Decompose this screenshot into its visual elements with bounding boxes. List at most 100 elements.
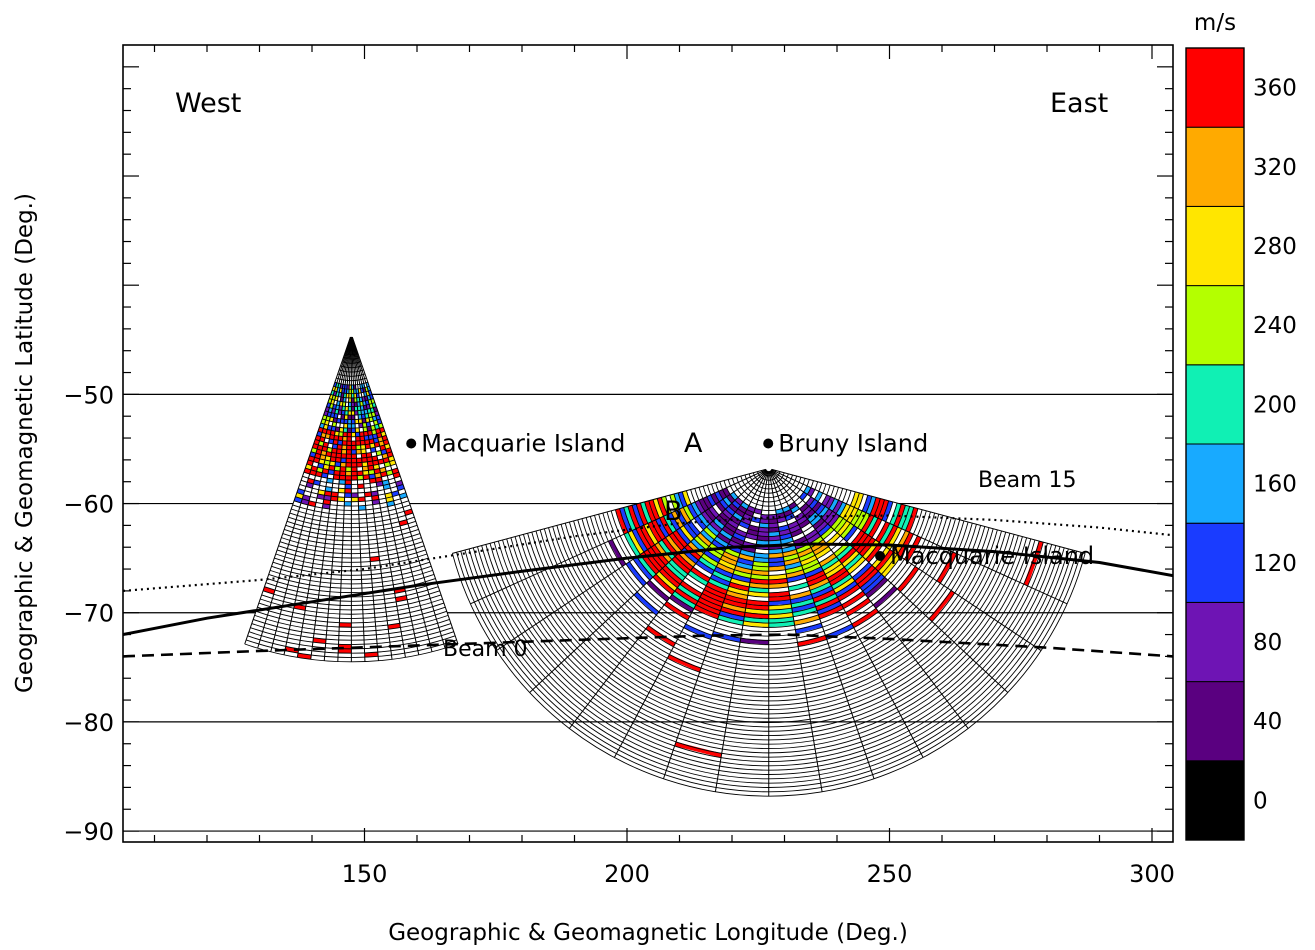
velocity-cell: [347, 428, 352, 433]
velocity-cell: [668, 559, 688, 578]
velocity-cell: [701, 553, 719, 567]
velocity-cell: [343, 419, 348, 424]
velocity-cell: [628, 530, 644, 555]
velocity-cell: [344, 501, 352, 507]
label-beam-0: Beam 0: [443, 637, 528, 662]
velocity-cell: [355, 427, 360, 433]
colorbar-tick-label: 160: [1253, 472, 1297, 498]
velocity-cell: [329, 461, 336, 467]
velocity-cell: [864, 516, 878, 536]
velocity-cell: [687, 503, 698, 519]
radar-sites: Macquarie Island Bruny Island Macquarie Is…: [406, 430, 1094, 570]
velocity-cell: [695, 500, 706, 514]
velocity-cell: [854, 492, 864, 510]
velocity-cell: [652, 574, 675, 595]
velocity-cell: [794, 512, 805, 521]
velocity-cell: [358, 505, 366, 511]
velocity-cell: [322, 503, 331, 510]
velocity-cell: [366, 456, 373, 462]
velocity-cell: [636, 554, 657, 578]
velocity-cell: [893, 530, 910, 555]
velocity-cell: [697, 597, 722, 611]
velocity-cell: [346, 449, 352, 455]
colorbar-swatch: [1185, 205, 1245, 287]
velocity-cell: [687, 541, 704, 557]
velocity-cell: [325, 451, 332, 457]
velocity-cell: [351, 462, 357, 468]
velocity-cell: [846, 556, 866, 574]
velocity-cell: [338, 479, 346, 485]
velocity-cell: [703, 549, 721, 563]
y-tick-label: −90: [63, 818, 114, 846]
velocity-cell: [328, 438, 334, 444]
oval-boundary-curves: [123, 514, 1173, 658]
velocity-cell: [732, 512, 743, 521]
velocity-cell: [656, 571, 678, 592]
velocity-cell: [365, 382, 370, 387]
velocity-cell: [719, 512, 731, 523]
velocity-cell: [338, 431, 344, 437]
velocity-cell: [759, 522, 769, 528]
velocity-cell: [369, 443, 376, 449]
velocity-cell: [331, 426, 336, 432]
velocity-cell: [623, 506, 636, 531]
velocity-cell: [734, 497, 744, 506]
velocity-cell: [724, 522, 737, 533]
velocity-cell: [364, 652, 379, 658]
velocity-cell: [786, 569, 805, 579]
velocity-cell: [799, 503, 809, 513]
velocity-cell: [364, 439, 370, 445]
velocity-cell: [705, 508, 717, 521]
velocity-cell: [897, 505, 910, 529]
velocity-cell: [339, 427, 344, 433]
velocity-cell: [338, 436, 343, 441]
velocity-cell: [356, 462, 363, 468]
velocity-cell: [865, 542, 883, 563]
velocity-cell: [804, 509, 816, 520]
colorbar-swatch: [1185, 681, 1245, 762]
velocity-cell: [733, 569, 752, 579]
y-tick-label: −50: [63, 381, 114, 409]
velocity-cell: [759, 518, 769, 524]
velocity-cell: [657, 497, 668, 517]
velocity-cell: [377, 436, 384, 443]
velocity-cell: [378, 440, 385, 447]
velocity-cell: [722, 525, 735, 537]
colorbar-tick-label: 0: [1253, 788, 1268, 814]
velocity-cell: [800, 555, 818, 566]
velocity-cell: [787, 520, 799, 529]
velocity-cell: [330, 496, 338, 502]
beam-line: [452, 468, 766, 554]
velocity-cell: [675, 509, 688, 526]
velocity-cell: [718, 559, 736, 570]
velocity-cell: [768, 535, 781, 541]
velocity-cell: [821, 556, 840, 571]
velocity-cell: [627, 505, 640, 529]
velocity-cell: [344, 414, 349, 420]
velocity-cell: [827, 513, 840, 527]
velocity-cell: [745, 532, 758, 540]
velocity-cell: [371, 455, 378, 462]
velocity-cell: [615, 508, 629, 535]
velocity-cell: [328, 465, 335, 471]
velocity-cell: [746, 528, 759, 536]
velocity-cell: [815, 546, 832, 560]
velocity-cell: [853, 532, 869, 551]
velocity-cell: [715, 501, 726, 513]
velocity-cell: [354, 419, 359, 424]
velocity-cell: [633, 556, 653, 581]
velocity-cell: [810, 581, 832, 595]
beam-line: [351, 337, 393, 660]
velocity-cell: [730, 536, 745, 546]
velocity-cell: [372, 499, 380, 505]
velocity-cell: [818, 506, 829, 518]
beam-line: [771, 468, 1086, 554]
site-label: Macquarie Island: [421, 430, 625, 458]
velocity-cell: [678, 491, 688, 508]
velocity-cell: [343, 423, 348, 429]
velocity-cell: [718, 489, 727, 500]
velocity-cell: [334, 461, 341, 467]
velocity-cell: [825, 563, 845, 579]
velocity-cell: [625, 561, 647, 587]
velocity-cell: [789, 590, 812, 600]
